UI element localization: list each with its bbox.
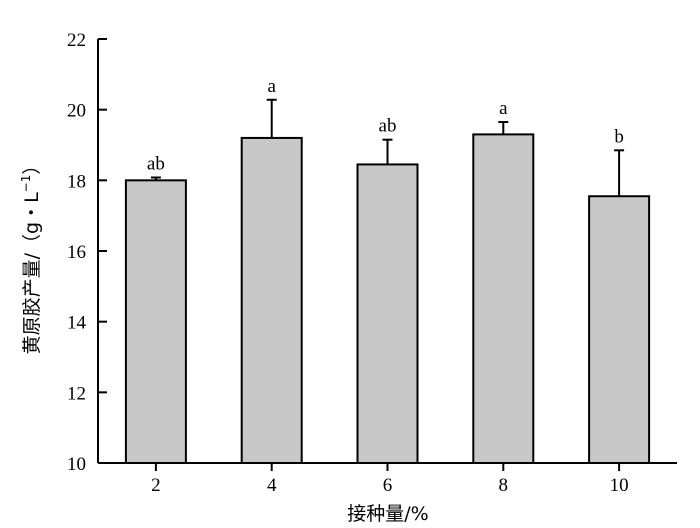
x-tick-label: 8 — [499, 475, 509, 496]
bar — [588, 195, 651, 464]
bars — [124, 133, 651, 465]
x-axis: 2 4 6 8 10 — [98, 462, 677, 496]
x-axis-title: 接种量/% — [347, 503, 428, 525]
y-tick-label: 16 — [67, 242, 86, 263]
y-tick-label: 10 — [67, 454, 86, 475]
significance-label: ab — [147, 154, 165, 175]
significance-label: b — [614, 126, 624, 147]
y-tick-label: 14 — [67, 313, 87, 334]
error-bars — [150, 98, 625, 197]
significance-label: a — [267, 76, 276, 97]
y-axis-title-sup: −1 — [19, 175, 33, 193]
x-tick-label: 4 — [267, 475, 277, 496]
y-axis-title-close: ） — [21, 156, 43, 175]
x-tick-label: 10 — [610, 475, 629, 496]
y-axis-title-main: 黄原胶产量/（g・L — [21, 192, 43, 354]
y-tick-label: 12 — [67, 383, 86, 404]
x-tick-label: 2 — [151, 475, 161, 496]
y-axis-title: 黄原胶产量/（g・L−1） — [19, 156, 43, 355]
y-tick-label: 22 — [67, 30, 86, 51]
bar — [472, 133, 535, 464]
y-axis: 10 12 14 16 18 20 22 — [67, 30, 107, 475]
y-tick-label: 20 — [67, 101, 86, 122]
bar — [356, 163, 419, 465]
significance-label: ab — [379, 116, 397, 137]
significance-label: a — [499, 98, 508, 119]
y-tick-label: 18 — [67, 171, 86, 192]
bar — [240, 136, 303, 465]
bar — [124, 179, 187, 464]
x-tick-label: 6 — [383, 475, 393, 496]
